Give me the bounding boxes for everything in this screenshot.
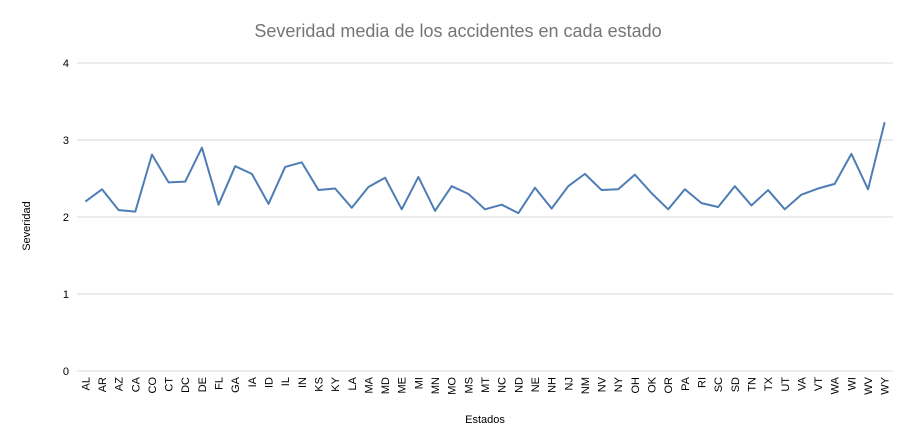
x-tick-label-sd: SD: [730, 377, 742, 392]
x-tick-label-oh: OH: [630, 377, 642, 394]
x-tick-label-ri: RI: [696, 377, 708, 388]
x-tick-label-az: AZ: [114, 377, 126, 391]
x-tick-label-in: IN: [297, 377, 309, 388]
chart-title: Severidad media de los accidentes en cad…: [254, 21, 661, 41]
x-tick-label-wi: WI: [846, 377, 858, 390]
y-tick-label: 4: [63, 58, 69, 70]
x-tick-label-nv: NV: [597, 376, 609, 392]
x-tick-label-tx: TX: [763, 376, 775, 391]
grid-lines: [77, 62, 893, 372]
x-tick-label-sc: SC: [713, 377, 725, 392]
x-tick-label-co: CO: [147, 377, 159, 394]
x-tick-label-mn: MN: [430, 377, 442, 394]
x-tick-label-tn: TN: [746, 377, 758, 392]
y-tick-label: 0: [63, 366, 69, 378]
x-tick-label-nj: NJ: [563, 377, 575, 390]
x-tick-label-va: VA: [796, 376, 808, 391]
x-tick-label-de: DE: [197, 377, 209, 392]
x-tick-label-ky: KY: [330, 376, 342, 391]
x-tick-label-wa: WA: [830, 376, 842, 394]
x-tick-label-nc: NC: [497, 377, 509, 393]
x-tick-label-pa: PA: [680, 376, 692, 391]
y-tick-label: 3: [63, 135, 69, 147]
x-axis-title: Estados: [465, 414, 505, 426]
x-axis-ticks: AL AR AZ CA CO CT DC DE FL GA IA ID IL IN KS KY LA MA MD ME…: [80, 376, 891, 394]
x-tick-label-nh: NH: [547, 377, 559, 393]
x-tick-label-ar: AR: [97, 377, 109, 392]
x-tick-label-ga: GA: [230, 376, 242, 393]
x-tick-label-nd: ND: [513, 377, 525, 393]
x-tick-label-id: ID: [264, 377, 276, 388]
series-line: [84, 122, 886, 215]
x-tick-label-ne: NE: [530, 377, 542, 392]
x-tick-label-vt: VT: [813, 377, 825, 391]
x-tick-label-fl: FL: [214, 377, 226, 390]
x-tick-label-ks: KS: [313, 377, 325, 392]
y-axis-ticks: 0 1 2 3 4: [63, 58, 69, 378]
x-tick-label-wv: WV: [863, 376, 875, 394]
x-tick-label-mi: MI: [413, 377, 425, 389]
y-axis-title: Severidad: [21, 201, 33, 251]
x-tick-label-ma: MA: [363, 376, 375, 393]
y-tick-label: 2: [63, 212, 69, 224]
x-tick-label-ok: OK: [647, 376, 659, 393]
x-tick-label-or: OR: [663, 377, 675, 394]
x-tick-label-ut: UT: [780, 377, 792, 392]
x-tick-label-al: AL: [80, 377, 92, 390]
x-tick-label-il: IL: [280, 377, 292, 386]
x-tick-label-la: LA: [347, 376, 359, 390]
y-tick-label: 1: [63, 289, 69, 301]
x-tick-label-mt: MT: [480, 377, 492, 393]
x-tick-label-md: MD: [380, 377, 392, 394]
x-tick-label-ct: CT: [164, 377, 176, 392]
x-tick-label-mo: MO: [447, 377, 459, 395]
x-tick-label-ia: IA: [247, 376, 259, 387]
x-tick-label-nm: NM: [580, 377, 592, 394]
x-tick-label-ny: NY: [613, 376, 625, 392]
x-tick-label-ms: MS: [463, 377, 475, 394]
x-tick-label-wy: WY: [880, 376, 892, 394]
series-line-group: [84, 122, 886, 215]
x-tick-label-dc: DC: [180, 377, 192, 393]
x-tick-label-ca: CA: [130, 376, 142, 392]
x-tick-label-me: ME: [397, 377, 409, 394]
